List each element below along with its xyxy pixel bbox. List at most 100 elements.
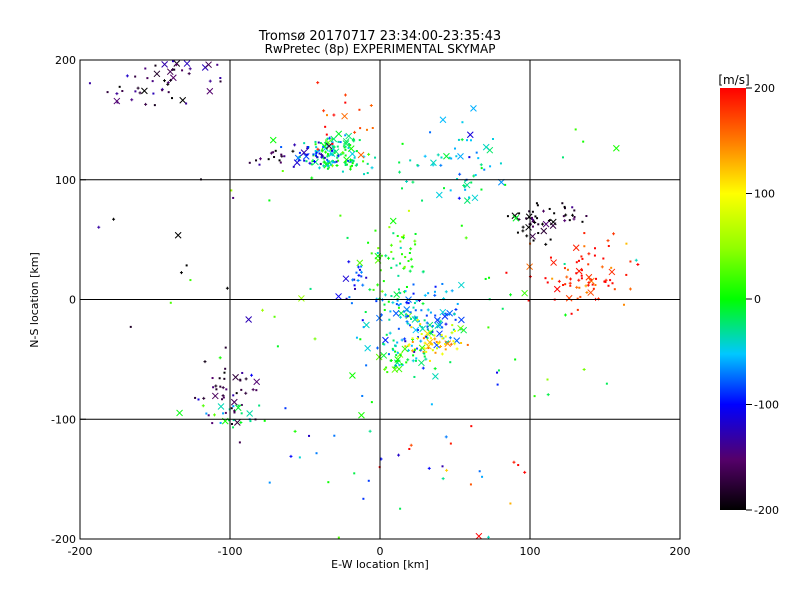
data-point-plus: [212, 413, 216, 417]
data-point: [499, 162, 502, 165]
data-point: [421, 199, 424, 202]
data-point: [284, 407, 287, 410]
data-point-plus: [341, 151, 345, 155]
data-point: [347, 146, 350, 149]
data-point: [189, 279, 192, 282]
y-axis-ticks: -200 -100 0 100 200: [51, 54, 86, 546]
data-point: [496, 371, 499, 374]
data-point-plus: [509, 293, 513, 297]
data-point: [278, 159, 281, 162]
data-point-plus: [331, 147, 335, 151]
data-point-cross: [550, 259, 557, 266]
data-point: [312, 153, 315, 156]
data-point: [396, 299, 399, 302]
data-point: [410, 344, 413, 347]
data-point: [563, 205, 566, 208]
data-point: [448, 156, 451, 159]
data-point-plus: [411, 180, 415, 184]
data-point-plus: [403, 337, 407, 341]
data-point-cross: [403, 306, 411, 313]
data-point: [405, 285, 408, 288]
data-point: [390, 294, 393, 297]
data-point: [393, 366, 396, 369]
data-point: [310, 163, 313, 166]
data-point: [578, 286, 581, 289]
data-point: [392, 349, 395, 352]
data-point-plus: [376, 283, 380, 287]
data-point-plus: [410, 349, 414, 353]
data-point-plus: [261, 308, 265, 312]
data-point: [413, 375, 416, 378]
data-point: [335, 160, 338, 163]
data-point-plus: [587, 280, 591, 284]
data-point-plus: [406, 322, 410, 326]
data-point: [594, 284, 597, 287]
data-point-cross: [434, 316, 441, 324]
data-point-plus: [112, 217, 116, 221]
data-point: [348, 296, 351, 299]
data-point: [412, 306, 415, 309]
data-point: [428, 359, 431, 362]
data-point: [436, 347, 439, 350]
data-point: [569, 284, 572, 287]
data-point: [395, 303, 398, 306]
data-point-cross: [347, 145, 355, 152]
data-point-plus: [326, 160, 330, 164]
data-point: [454, 318, 457, 321]
data-point: [362, 160, 365, 163]
data-point: [410, 318, 413, 321]
data-point-plus: [462, 184, 466, 188]
data-point: [408, 324, 411, 327]
data-point-plus: [444, 290, 448, 294]
data-point: [440, 334, 443, 337]
data-point: [314, 150, 317, 153]
data-point: [407, 302, 410, 305]
data-point-plus: [587, 252, 591, 256]
data-point-plus: [472, 174, 476, 178]
data-point: [274, 149, 277, 152]
data-point: [319, 162, 322, 165]
data-point-plus: [572, 217, 576, 221]
data-point-plus: [351, 138, 355, 142]
data-point-plus: [251, 388, 255, 392]
data-point-plus: [166, 82, 170, 86]
data-point-plus: [320, 149, 324, 153]
data-point: [390, 266, 393, 269]
data-point: [352, 160, 355, 163]
data-point: [563, 262, 566, 265]
data-point: [387, 353, 390, 356]
data-point: [561, 156, 564, 159]
data-point: [580, 274, 583, 277]
data-point-plus: [440, 352, 444, 356]
data-point: [223, 371, 226, 374]
data-point: [365, 128, 368, 131]
data-point: [537, 223, 540, 226]
data-point-cross: [466, 131, 474, 139]
data-point: [525, 217, 528, 220]
data-point-plus: [455, 347, 459, 351]
data-point: [207, 414, 210, 417]
data-point-cross: [357, 151, 365, 159]
data-point: [592, 287, 595, 290]
data-point: [456, 178, 459, 181]
data-point: [317, 141, 320, 144]
data-point: [349, 144, 352, 147]
data-point-plus: [322, 160, 326, 164]
data-point: [397, 288, 400, 291]
data-point: [409, 159, 412, 162]
data-point: [232, 196, 235, 199]
data-point-plus: [335, 163, 339, 167]
data-point: [452, 340, 455, 343]
data-point-cross: [425, 342, 432, 350]
data-point: [423, 347, 426, 350]
data-point: [171, 97, 174, 100]
data-point: [361, 394, 364, 397]
data-point-plus: [316, 81, 320, 85]
data-point: [331, 138, 334, 141]
data-point-plus: [383, 293, 387, 297]
data-point: [408, 447, 411, 450]
data-point-plus: [348, 167, 352, 171]
data-point-plus: [433, 367, 437, 371]
data-point: [336, 156, 339, 159]
data-point: [420, 326, 423, 329]
